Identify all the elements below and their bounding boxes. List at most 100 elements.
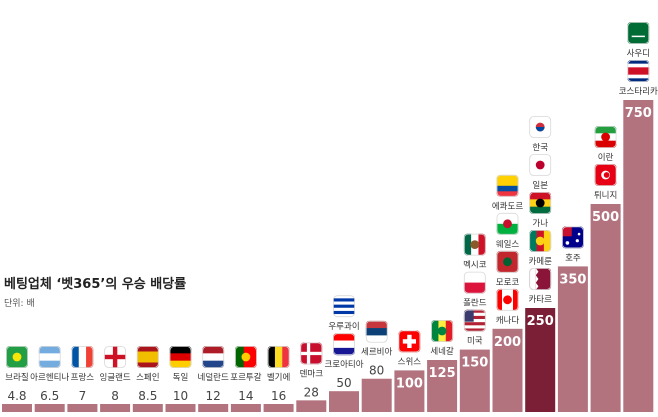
- bar: [165, 404, 196, 412]
- bar: [361, 378, 392, 412]
- bar-value-label: 6.5: [40, 389, 59, 403]
- country-label: 코스타리카: [619, 87, 658, 97]
- flag-icon: [300, 342, 323, 365]
- flag-icon: [71, 346, 94, 368]
- bar: [132, 404, 163, 412]
- flag-icon: [463, 309, 486, 332]
- flag-icon: [234, 346, 257, 368]
- bar-value-label: 350: [559, 272, 586, 287]
- country-label: 카메룬: [528, 257, 552, 267]
- chart-unit: 단위: 배: [4, 299, 35, 309]
- bar-value-label: 10: [173, 389, 188, 403]
- country-label: 벨기에: [267, 372, 290, 383]
- bar: [34, 404, 65, 412]
- bar: [590, 204, 621, 412]
- flag-icon: [38, 346, 61, 368]
- country-label: 웨일스: [496, 239, 520, 250]
- country-label: 잉글랜드: [99, 372, 130, 383]
- flag-icon: [463, 271, 486, 294]
- bar: [296, 400, 327, 412]
- flag-icon: [627, 60, 650, 82]
- country-label: 우루과이: [328, 321, 359, 332]
- country-label: 캐나다: [496, 316, 520, 326]
- bar: [492, 328, 523, 412]
- bar: [623, 100, 654, 412]
- flag-icon: [333, 333, 355, 356]
- country-label: 세르비아: [361, 347, 392, 358]
- country-label: 크로아티아: [324, 359, 363, 370]
- bar-value-label: 80: [369, 364, 384, 378]
- flag-icon: [496, 288, 519, 311]
- country-label: 스위스: [398, 357, 422, 367]
- bar: [329, 391, 359, 412]
- flag-icon: [267, 346, 290, 368]
- bar-value-label: 100: [396, 376, 423, 391]
- bar: [2, 404, 32, 412]
- bar: [230, 404, 261, 412]
- bar-value-label: 14: [238, 389, 253, 403]
- flag-icon: [529, 268, 552, 290]
- flag-icon: [594, 164, 617, 186]
- country-label: 가나: [532, 219, 548, 229]
- flag-icon: [627, 22, 650, 44]
- bar-value-label: 7: [79, 389, 87, 403]
- bar: [394, 370, 425, 412]
- bar-value-label: 125: [429, 366, 456, 381]
- country-label: 에콰도르: [492, 202, 523, 212]
- bar-value-label: 16: [271, 389, 286, 403]
- chart-title: 베팅업체 ‘벳365’의 우승 배당률: [4, 277, 187, 292]
- flag-icon: [496, 174, 519, 197]
- flag-icon: [594, 126, 617, 148]
- flag-icon: [169, 346, 192, 368]
- flag-icon: [529, 230, 552, 252]
- country-label: 스페인: [136, 372, 159, 383]
- country-label: 폴란드: [463, 298, 487, 309]
- country-label: 튀니지: [594, 190, 617, 201]
- country-label: 이란: [598, 152, 614, 163]
- bar: [263, 404, 294, 412]
- country-label: 사우디: [627, 49, 650, 59]
- bar: [427, 360, 458, 412]
- flag-icon: [561, 226, 584, 249]
- bar-value-label: 750: [625, 106, 652, 121]
- flag-icon: [398, 330, 421, 353]
- country-label: 모로코: [496, 278, 520, 288]
- country-label: 세네갈: [430, 347, 454, 357]
- bar-value-label: 8.5: [138, 389, 157, 403]
- country-label: 아르헨티나: [30, 372, 69, 383]
- flag-icon: [104, 346, 127, 368]
- country-label: 일본: [532, 181, 548, 191]
- country-label: 덴마크: [300, 369, 324, 379]
- flag-icon: [463, 233, 486, 256]
- flag-icon: [333, 295, 355, 318]
- flag-icon: [6, 346, 28, 368]
- country-label: 미국: [467, 337, 483, 347]
- flag-icon: [136, 346, 159, 368]
- bar: [557, 266, 588, 412]
- country-label: 프랑스: [71, 372, 95, 383]
- bar-value-label: 4.8: [7, 389, 26, 403]
- bar-value-label: 500: [592, 210, 619, 225]
- flag-icon: [529, 192, 552, 214]
- bar-value-label: 150: [461, 356, 488, 371]
- country-label: 멕시코: [463, 260, 487, 271]
- country-label: 독일: [173, 373, 189, 383]
- flag-icon: [496, 250, 519, 273]
- bar-value-label: 28: [304, 385, 319, 399]
- country-label: 브라질: [5, 372, 28, 383]
- bar: [459, 349, 490, 412]
- country-label: 한국: [532, 143, 548, 153]
- bar-value-label: 12: [206, 389, 221, 403]
- bar: [525, 308, 556, 412]
- flag-icon: [529, 116, 552, 138]
- bar-value-label: 200: [494, 335, 521, 350]
- flag-icon: [529, 154, 552, 176]
- country-label: 네덜란드: [198, 372, 229, 383]
- country-label: 포르투갈: [230, 373, 261, 383]
- bar: [198, 404, 229, 412]
- country-label: 호주: [565, 253, 581, 263]
- flag-icon: [365, 320, 388, 343]
- flag-icon: [202, 346, 225, 368]
- country-label: 카타르: [528, 295, 552, 305]
